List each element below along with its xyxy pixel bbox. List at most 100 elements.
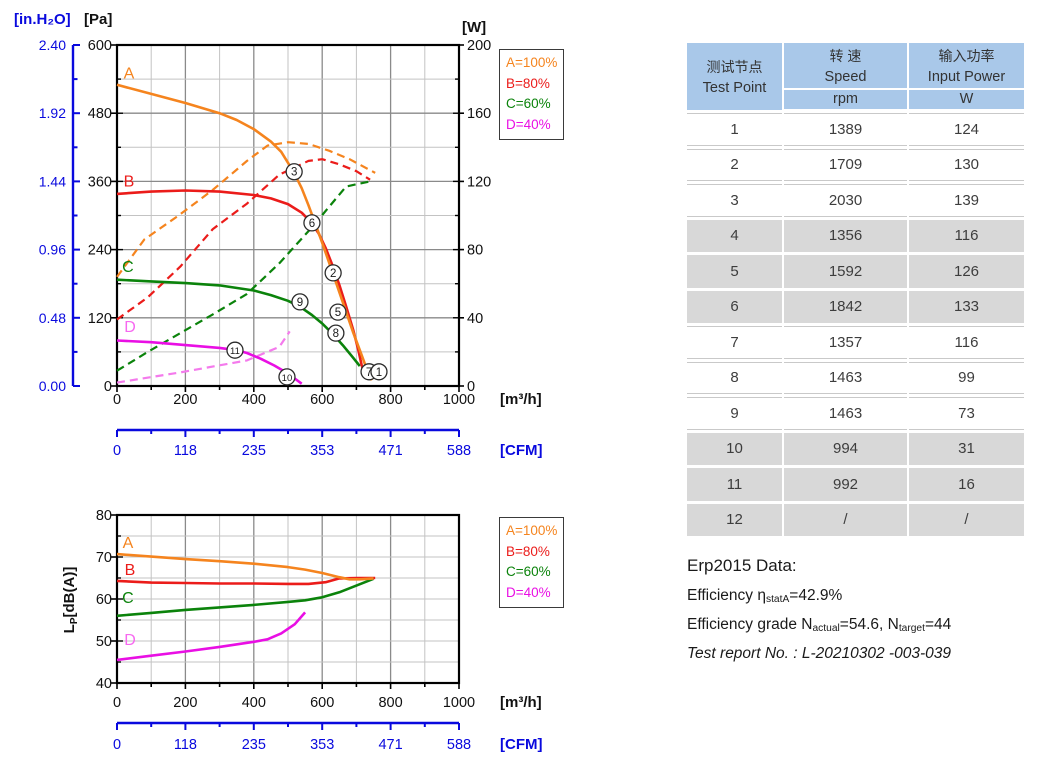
power-curve-C <box>116 180 371 372</box>
cell-power: / <box>909 503 1024 536</box>
test-point-number-6: 6 <box>309 218 315 230</box>
test-point-circle-6 <box>303 214 321 232</box>
header-speed-unit: rpm <box>784 90 907 109</box>
w-axis-title: [W] <box>462 19 486 36</box>
cfm-tick-label: 471 <box>378 443 402 459</box>
w-tick-label: 200 <box>467 38 491 54</box>
cell-speed: / <box>784 503 907 536</box>
power-curve-A <box>116 141 376 278</box>
test-point-number-1: 1 <box>376 367 382 379</box>
cfm-tick-label: 118 <box>174 443 197 459</box>
cell-power: 73 <box>909 397 1024 430</box>
cell-speed: 1463 <box>784 361 907 394</box>
header-input-power: 输入功率 Input Power W <box>909 43 1024 110</box>
power-curve-D <box>116 330 291 384</box>
cell-power: 99 <box>909 361 1024 394</box>
table-row-9: 9 1463 73 <box>687 397 1024 430</box>
m3h-tick-label: 200 <box>173 392 197 408</box>
cell-point: 12 <box>687 503 782 536</box>
test-point-number-9: 9 <box>297 297 303 309</box>
test-point-markers: 3 6 2 5 9 8 11 10 7 1 <box>226 163 388 386</box>
table-row-1: 1 1389 124 <box>687 113 1024 146</box>
header-test-point: 测试节点 Test Point <box>687 43 782 110</box>
cell-power: 130 <box>909 148 1024 181</box>
noise-curve-B <box>116 576 376 586</box>
curve-label-D: D <box>124 632 136 649</box>
pa-tick-label: 600 <box>88 38 112 54</box>
cfm-axis-title: [CFM] <box>500 442 542 459</box>
cfm-tick-label: 353 <box>310 737 334 753</box>
cfm-tick-label: 588 <box>447 443 471 459</box>
cfm-tick-label: 353 <box>310 443 334 459</box>
inh2o-tick-label: 1.92 <box>39 105 66 121</box>
m3h-tick-label: 1000 <box>443 392 475 408</box>
w-tick-label: 80 <box>467 243 483 259</box>
cell-power: 31 <box>909 432 1024 465</box>
header-speed: 转 速 Speed rpm <box>784 43 907 110</box>
legend-item-A: A=100% <box>506 523 558 538</box>
test-point-number-3: 3 <box>291 167 297 179</box>
erp-data-block: Erp2015 Data: Efficiency ηstatA=42.9% Ef… <box>687 556 1043 663</box>
table-row-4: 4 1356 116 <box>687 219 1024 252</box>
noise-curve-D <box>116 611 307 662</box>
legend-item-D: D=40% <box>506 584 551 600</box>
w-tick-label: 160 <box>467 106 491 122</box>
cell-power: 124 <box>909 113 1024 146</box>
curve-label-C: C <box>122 590 134 607</box>
cell-point: 4 <box>687 219 782 252</box>
pa-axis-title: [Pa] <box>84 11 112 28</box>
cell-speed: 992 <box>784 468 907 501</box>
pa-tick-label: 120 <box>88 311 112 327</box>
curve-label-A: A <box>123 535 134 552</box>
cell-point: 8 <box>687 361 782 394</box>
m3h-tick-label: 600 <box>310 695 334 711</box>
cell-speed: 2030 <box>784 184 907 217</box>
legend-item-A: A=100% <box>506 55 558 70</box>
db-tick-label: 60 <box>96 592 112 608</box>
m3h-tick-label: 1000 <box>443 695 475 711</box>
test-point-number-2: 2 <box>330 268 336 280</box>
noise-curve-C <box>116 577 374 618</box>
test-point-table: 测试节点 Test Point 转 速 Speed rpm 输入功率 Input Power… <box>687 43 1024 536</box>
db-tick-label: 50 <box>96 634 112 650</box>
pressure-curve-A <box>116 83 373 381</box>
m3h-tick-label: 0 <box>113 695 121 711</box>
legend-bottom: A=100% B=80% C=60% D=40% <box>499 517 565 608</box>
noise-curve-A <box>116 552 374 581</box>
cell-point: 10 <box>687 432 782 465</box>
curve-label-B: B <box>124 173 135 190</box>
test-point-circle-5 <box>329 303 347 321</box>
m3h-tick-label: 600 <box>310 392 334 408</box>
inh2o-tick-label: 0.96 <box>39 242 66 258</box>
legend-top: A=100% B=80% C=60% D=40% <box>499 49 565 140</box>
m3h-tick-label: 400 <box>242 392 266 408</box>
erp-grade-line: Efficiency grade Nactual=54.6, Ntarget=4… <box>687 616 952 634</box>
cell-power: 16 <box>909 468 1024 501</box>
test-point-circle-9 <box>291 293 309 311</box>
cell-speed: 1592 <box>784 255 907 288</box>
power-curve-B <box>116 158 371 321</box>
table-row-10: 10 994 31 <box>687 432 1024 465</box>
cfm-tick-label: 588 <box>447 737 471 753</box>
table-row-7: 7 1357 116 <box>687 326 1024 359</box>
pa-tick-label: 360 <box>88 174 112 190</box>
m3h-tick-label: 800 <box>378 695 402 711</box>
inh2o-tick-label: 0.48 <box>39 310 66 326</box>
inh2o-tick-label: 2.40 <box>39 37 66 53</box>
table-row-8: 8 1463 99 <box>687 361 1024 394</box>
inh2o-axis-title: [in.H₂O] <box>14 11 71 28</box>
legend-item-B: B=80% <box>506 543 550 559</box>
db-tick-label: 40 <box>96 676 112 692</box>
legend-item-C: C=60% <box>506 564 551 579</box>
cell-power: 116 <box>909 219 1024 252</box>
cell-point: 11 <box>687 468 782 501</box>
legend-item-C: C=60% <box>506 96 551 111</box>
test-point-number-11: 11 <box>230 346 240 357</box>
cell-point: 9 <box>687 397 782 430</box>
cell-point: 2 <box>687 148 782 181</box>
cell-point: 5 <box>687 255 782 288</box>
pa-tick-label: 240 <box>88 243 112 259</box>
erp-title: Erp2015 Data: <box>687 556 797 575</box>
